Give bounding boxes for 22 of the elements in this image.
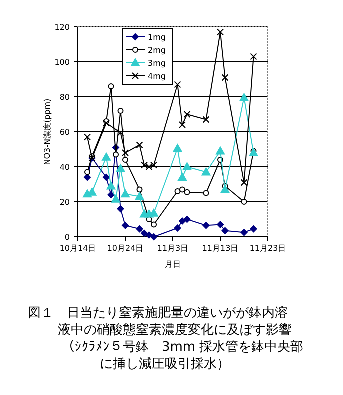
x-tick-label: 10月24日	[107, 244, 144, 253]
x-tick-label: 11月3日	[157, 244, 189, 253]
text: に挿し減圧吸引採水）	[100, 357, 230, 372]
y-tick-label: 0	[64, 233, 70, 242]
y-tick-label: 20	[60, 198, 70, 207]
legend-label: 3mg	[148, 59, 166, 68]
y-tick-label: 60	[60, 128, 70, 137]
x-axis-title: 月日	[165, 260, 181, 269]
y-tick-label: 80	[60, 93, 70, 102]
legend-label: 1mg	[148, 33, 166, 42]
legend-label: 4mg	[148, 72, 166, 81]
y-tick-label: 100	[54, 58, 70, 67]
x-tick-label: 11月13日	[202, 244, 239, 253]
x-tick-label: 10月14日	[60, 244, 96, 253]
text: （ｼｸﾗﾒﾝ５号鉢 3mm 採水管を鉢中央部	[62, 340, 304, 355]
legend-label: 2mg	[148, 46, 166, 55]
text: 液中の硝酸態窒素濃度変化に及ぼす影響	[58, 322, 292, 338]
y-axis-title: NO3-N濃度(ppm)	[43, 98, 52, 166]
x-tick-label: 11月23日	[250, 244, 286, 253]
y-tick-label: 120	[54, 23, 70, 32]
caption: 図１ 日当たり窒素施肥量の違いがが鉢内溶	[28, 305, 288, 321]
y-tick-label: 40	[60, 163, 70, 172]
